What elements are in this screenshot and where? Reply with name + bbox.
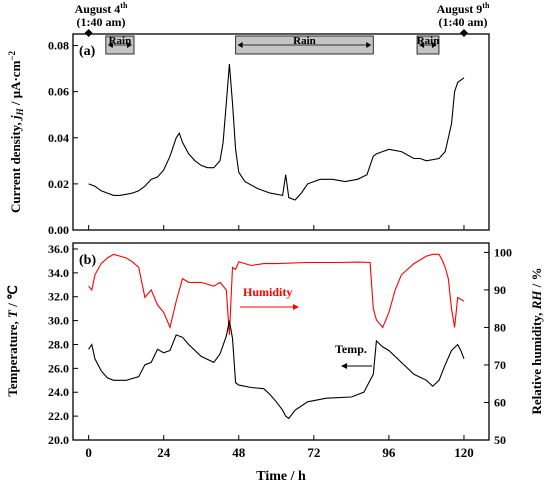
- panel-a-tag: (a): [79, 44, 96, 59]
- a-y-tick-label-2: 0.04: [48, 131, 69, 145]
- b-left-tick-label-8: 36.0: [48, 242, 69, 256]
- b-right-tick-label-1: 60: [494, 395, 506, 409]
- b-left-tick-label-0: 20.0: [48, 433, 69, 447]
- rain-arrowheads-0: [107, 42, 132, 48]
- rain-label-1: Rain: [293, 35, 316, 47]
- rain-arrowheads-2: [419, 42, 437, 48]
- x-tick-label-0: 0: [85, 445, 92, 460]
- svg-text:August 9th: August 9th: [437, 1, 490, 16]
- date-start-main: August 4: [75, 2, 121, 16]
- x-tick-label-5: 120: [454, 445, 474, 460]
- svg-text:August 4th: August 4th: [75, 1, 128, 16]
- rain-periods: Rain Rain Rain: [84, 29, 468, 55]
- panel-b-axes: 20.0 22.0 24.0 26.0 28.0 30.0 32.0 34.0 36.0 50 60…: [48, 242, 512, 460]
- date-end-main: August 9: [437, 2, 483, 16]
- date-start-sup: th: [120, 1, 128, 10]
- b-left-tick-label-3: 26.0: [48, 361, 69, 375]
- date-marker-1: [459, 29, 468, 37]
- b-right-tick-label-4: 90: [494, 283, 506, 297]
- date-marker-0: [84, 29, 93, 37]
- panel-b-tag: (b): [79, 253, 96, 268]
- b-left-tick-label-6: 32.0: [48, 290, 69, 304]
- date-end-time: (1:40 am): [439, 15, 488, 29]
- humidity-line: [88, 253, 465, 335]
- rain-label-0: Rain: [109, 35, 132, 47]
- b-right-tick-label-0: 50: [494, 433, 506, 447]
- x-tick-label-2: 48: [232, 445, 246, 460]
- x-axis-label: Time / h: [256, 469, 306, 484]
- b-left-tick-label-5: 30.0: [48, 314, 69, 328]
- a-y-tick-label-1: 0.02: [48, 177, 69, 191]
- b-right-tick-label-3: 80: [494, 320, 506, 334]
- current-density-line: [88, 63, 465, 201]
- humidity-annotation: Humidity: [243, 285, 292, 299]
- panel-b-frame: [72, 242, 490, 441]
- x-tick-label-4: 96: [382, 445, 396, 460]
- b-right-tick-label-5: 100: [494, 245, 512, 259]
- b-left-tick-label-7: 34.0: [48, 266, 69, 280]
- b-left-tick-label-2: 24.0: [48, 385, 69, 399]
- panel-a-y-axis: 0.00 0.02 0.04 0.06 0.08: [48, 39, 465, 237]
- panel-b-y-left-label: Temperature, T / ℃: [5, 285, 20, 396]
- x-tick-label-3: 72: [307, 445, 320, 460]
- date-label-end: August 9th (1:40 am): [437, 1, 490, 29]
- panel-a-y-label: Current density, jH / μA·cm−2: [7, 50, 25, 213]
- temp-annotation: Temp.: [335, 342, 367, 356]
- panel-a-frame: [72, 33, 490, 231]
- panel-b-y-right-label: Relative humidity, RH / %: [529, 267, 544, 414]
- date-start-time: (1:40 am): [77, 15, 126, 29]
- a-y-tick-label-4: 0.08: [48, 39, 69, 53]
- x-tick-label-1: 24: [157, 445, 171, 460]
- date-end-sup: th: [482, 1, 490, 10]
- date-label-start: August 4th (1:40 am): [75, 1, 128, 29]
- b-left-tick-label-1: 22.0: [48, 409, 69, 423]
- b-left-tick-label-4: 28.0: [48, 337, 69, 351]
- a-y-tick-label-0: 0.00: [48, 223, 69, 237]
- b-right-tick-label-2: 70: [494, 358, 506, 372]
- temperature-line: [88, 320, 465, 420]
- rain-label-2: Rain: [417, 35, 440, 47]
- a-y-tick-label-3: 0.06: [48, 85, 69, 99]
